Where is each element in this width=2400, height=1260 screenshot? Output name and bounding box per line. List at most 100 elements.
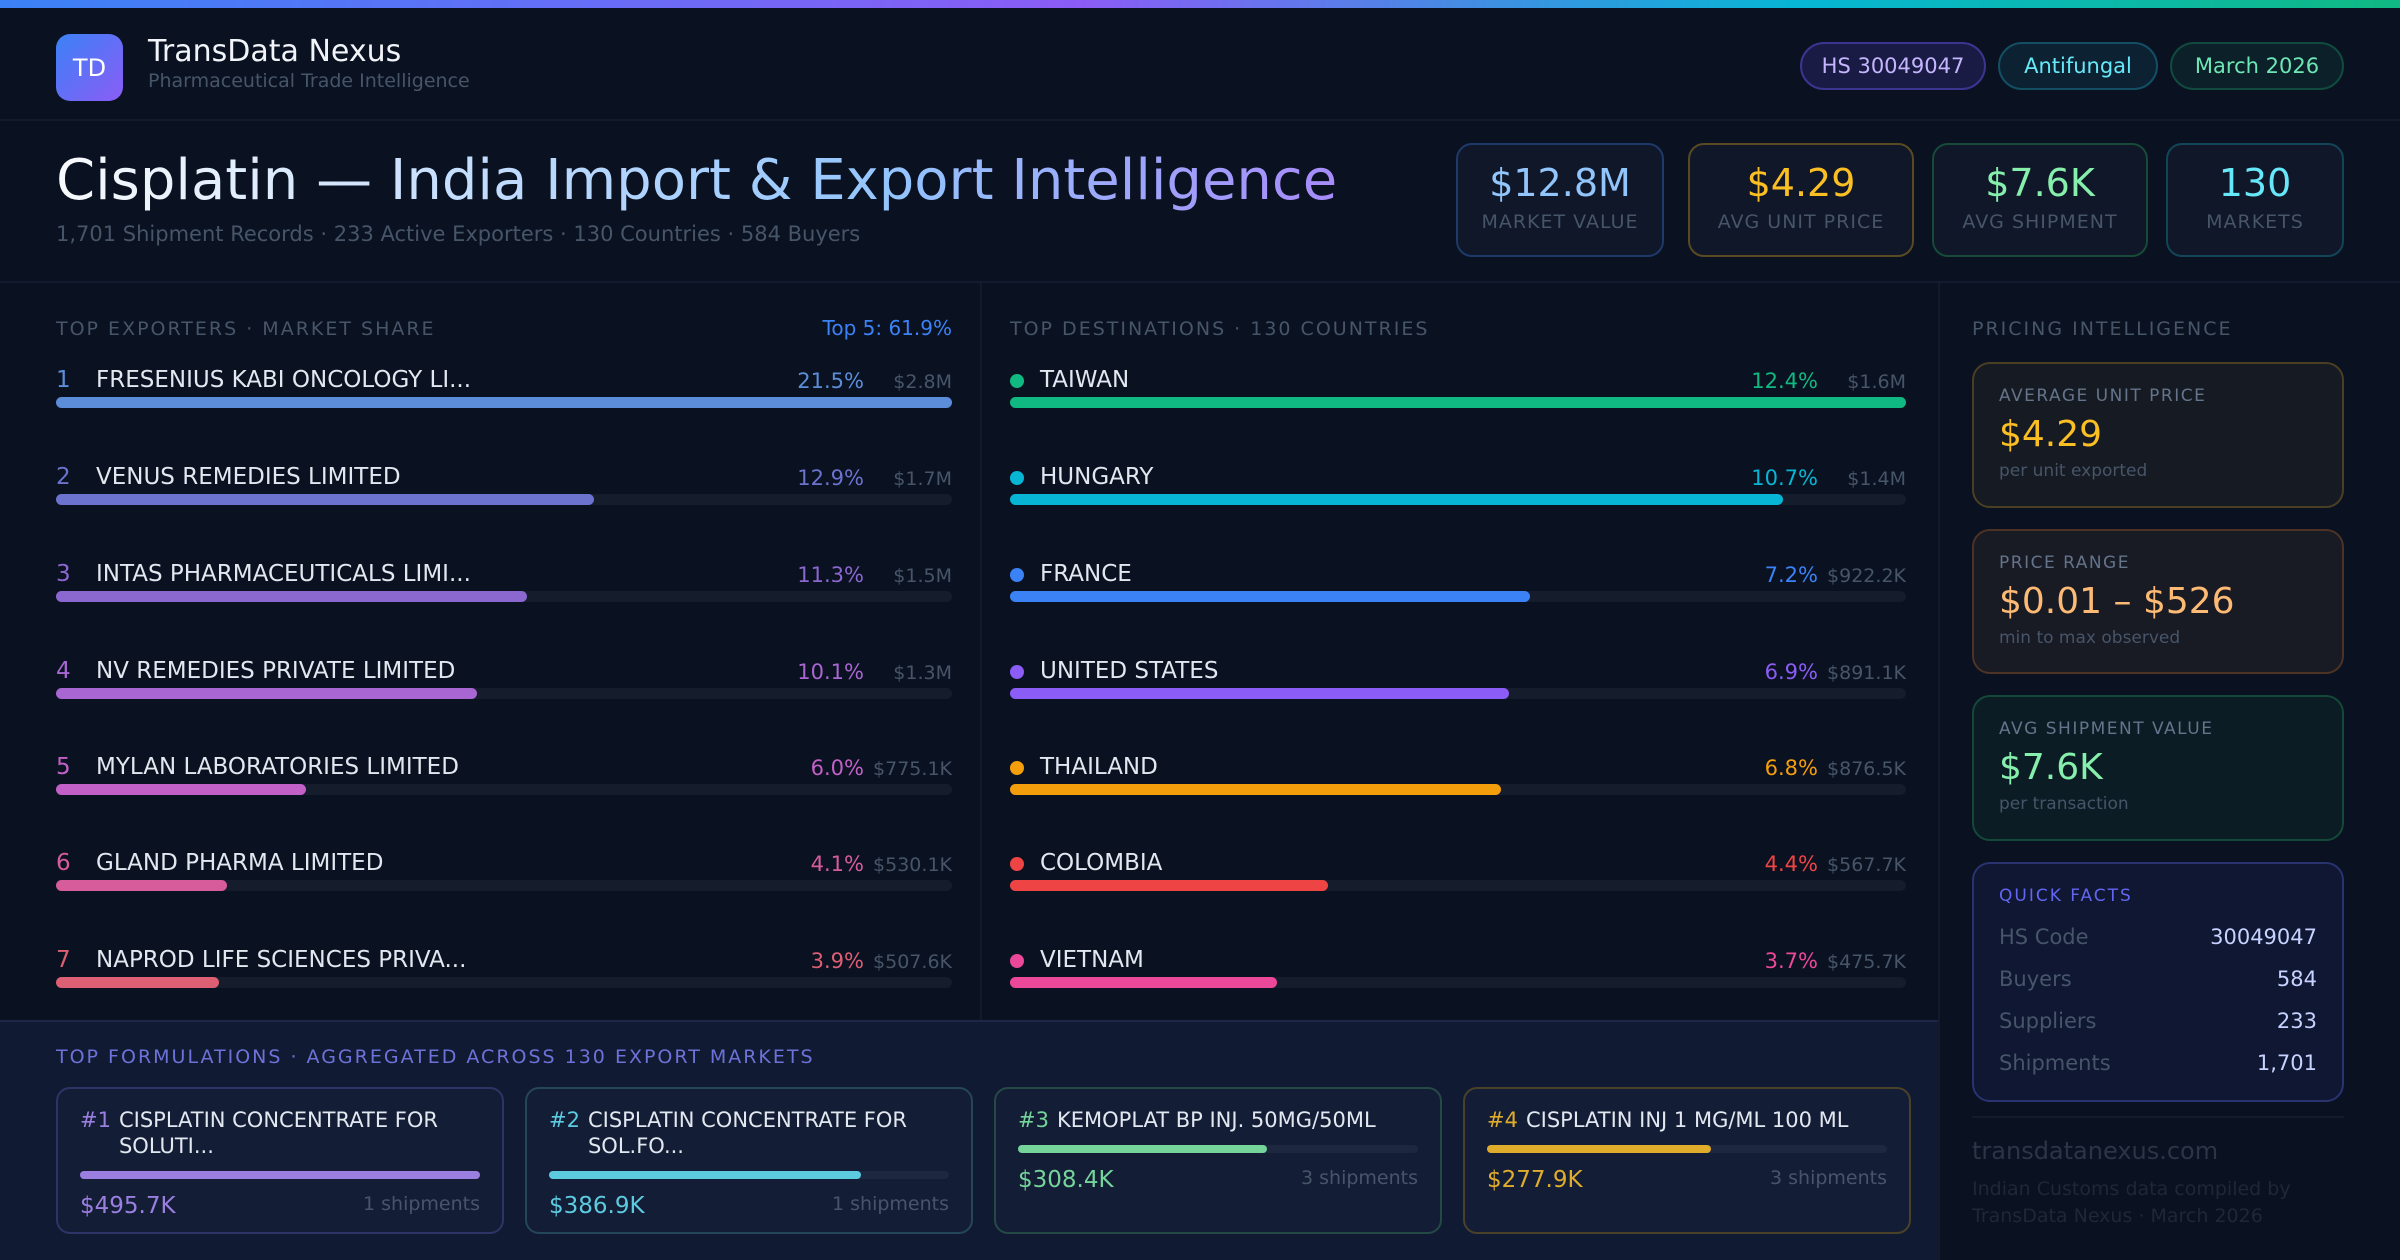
- destination-name: COLOMBIA: [1040, 850, 1163, 876]
- kpi-label: AVG SHIPMENT: [1962, 211, 2118, 233]
- country-dot-icon: [1010, 471, 1024, 485]
- fact-value: 30049047: [2210, 925, 2317, 949]
- exporter-row[interactable]: 2 VENUS REMEDIES LIMITED 12.9% $1.7M: [56, 464, 952, 524]
- exporter-share: 21.5%: [797, 369, 864, 393]
- pricing-title: PRICING INTELLIGENCE: [1972, 318, 2233, 340]
- kpi-label: MARKETS: [2206, 211, 2304, 233]
- logo: TD: [56, 34, 123, 101]
- amount-bar-fill: [1487, 1145, 1712, 1153]
- share-bar-fill: [1010, 397, 1906, 408]
- hs-code-pill[interactable]: HS 30049047: [1800, 42, 1986, 90]
- exporter-row[interactable]: 6 GLAND PHARMA LIMITED 4.1% $530.1K: [56, 850, 952, 910]
- destination-name: HUNGARY: [1040, 464, 1154, 490]
- exporters-title: TOP EXPORTERS · MARKET SHARE: [56, 318, 436, 340]
- exporter-row[interactable]: 7 NAPROD LIFE SCIENCES PRIVA... 3.9% $507.6…: [56, 947, 952, 1007]
- destination-value: $922.2K: [1827, 565, 1906, 587]
- formulation-value: $308.4K: [1018, 1167, 1114, 1193]
- destination-row[interactable]: HUNGARY 10.7% $1.4M: [1010, 464, 1906, 524]
- price-range-card: PRICE RANGE $0.01 – $526 min to max observ…: [1972, 529, 2344, 674]
- exporter-row[interactable]: 1 FRESENIUS KABI ONCOLOGY LI... 21.5% $2.8M: [56, 367, 952, 427]
- fact-label: Suppliers: [1999, 1009, 2097, 1033]
- destination-row[interactable]: UNITED STATES 6.9% $891.1K: [1010, 658, 1906, 718]
- page-subtitle: 1,701 Shipment Records · 233 Active Expo…: [56, 222, 861, 246]
- share-bar-track: [56, 784, 952, 795]
- card-value: $4.29: [1999, 414, 2103, 455]
- fact-label: Shipments: [1999, 1051, 2111, 1075]
- formulation-shipments: 3 shipments: [1770, 1167, 1887, 1189]
- period-pill[interactable]: March 2026: [2170, 42, 2344, 90]
- destination-row[interactable]: COLOMBIA 4.4% $567.7K: [1010, 850, 1906, 910]
- destination-name: TAIWAN: [1040, 367, 1130, 393]
- country-dot-icon: [1010, 857, 1024, 871]
- exporter-row[interactable]: 4 NV REMEDIES PRIVATE LIMITED 10.1% $1.3M: [56, 658, 952, 718]
- exporter-rank: 4: [56, 658, 71, 684]
- divider: [1972, 1116, 2344, 1118]
- destination-share: 3.7%: [1764, 949, 1818, 973]
- share-bar-fill: [1010, 880, 1328, 891]
- formulation-title: #1 CISPLATIN CONCENTRATE FOR SOLUTI...: [80, 1107, 480, 1159]
- destination-share: 6.8%: [1764, 756, 1818, 780]
- exporter-share: 12.9%: [797, 466, 864, 490]
- exporter-row[interactable]: 5 MYLAN LABORATORIES LIMITED 6.0% $775.1K: [56, 754, 952, 814]
- formulation-card[interactable]: #1 CISPLATIN CONCENTRATE FOR SOLUTI... $49…: [56, 1087, 504, 1234]
- destination-share: 7.2%: [1764, 563, 1818, 587]
- formulation-card[interactable]: #2 CISPLATIN CONCENTRATE FOR SOL.FO... $38…: [525, 1087, 973, 1234]
- kpi-label: AVG UNIT PRICE: [1717, 211, 1885, 233]
- share-bar-fill: [56, 688, 477, 699]
- exporter-share: 11.3%: [797, 563, 864, 587]
- destination-row[interactable]: TAIWAN 12.4% $1.6M: [1010, 367, 1906, 427]
- destination-row[interactable]: VIETNAM 3.7% $475.7K: [1010, 947, 1906, 1007]
- kpi-markets: 130 MARKETS: [2166, 143, 2344, 257]
- share-bar-track: [1010, 977, 1906, 988]
- destination-value: $475.7K: [1827, 951, 1906, 973]
- category-pill[interactable]: Antifungal: [1998, 42, 2158, 90]
- destination-name: UNITED STATES: [1040, 658, 1219, 684]
- exporter-rank: 2: [56, 464, 71, 490]
- destination-row[interactable]: FRANCE 7.2% $922.2K: [1010, 561, 1906, 621]
- share-bar-track: [1010, 591, 1906, 602]
- exporter-row[interactable]: 3 INTAS PHARMACEUTICALS LIMI... 11.3% $1.5M: [56, 561, 952, 621]
- share-bar-fill: [56, 397, 952, 408]
- website[interactable]: transdatanexus.com: [1972, 1137, 2219, 1165]
- amount-bar-fill: [549, 1171, 862, 1179]
- formulation-name: CISPLATIN INJ 1 MG/ML 100 ML: [1525, 1108, 1849, 1132]
- formulation-footer: $386.9K 1 shipments: [549, 1193, 949, 1219]
- formulation-value: $277.9K: [1487, 1167, 1583, 1193]
- exporter-rank: 6: [56, 850, 71, 876]
- exporter-value: $1.7M: [893, 468, 952, 490]
- share-bar-track: [1010, 494, 1906, 505]
- fact-label: HS Code: [1999, 925, 2089, 949]
- share-bar-fill: [1010, 591, 1531, 602]
- fact-value: 233: [2276, 1009, 2317, 1033]
- column-divider: [1938, 283, 1940, 1260]
- destination-value: $876.5K: [1827, 758, 1906, 780]
- share-bar-track: [56, 977, 952, 988]
- footer-note: Indian Customs data compiled by TransDat…: [1972, 1178, 2291, 1227]
- share-bar-fill: [1010, 688, 1509, 699]
- page-title: Cisplatin — India Import & Export Intell…: [56, 148, 1338, 213]
- exporter-value: $1.5M: [893, 565, 952, 587]
- destination-value: $891.1K: [1827, 662, 1906, 684]
- exporter-rank: 7: [56, 947, 71, 973]
- destination-name: FRANCE: [1040, 561, 1132, 587]
- formulation-rank: #1: [80, 1108, 111, 1132]
- exporter-name: GLAND PHARMA LIMITED: [96, 850, 384, 876]
- exporter-value: $2.8M: [893, 371, 952, 393]
- destination-row[interactable]: THAILAND 6.8% $876.5K: [1010, 754, 1906, 814]
- exporter-value: $775.1K: [873, 758, 952, 780]
- formulation-card[interactable]: #4 CISPLATIN INJ 1 MG/ML 100 ML $277.9K 3 s…: [1463, 1087, 1911, 1234]
- exporter-share: 4.1%: [810, 852, 864, 876]
- share-bar-fill: [1010, 494, 1784, 505]
- quick-fact-row: Buyers 584: [1999, 958, 2317, 1000]
- share-bar-track: [56, 688, 952, 699]
- exporter-rank: 5: [56, 754, 71, 780]
- kpi-avg-unit-price: $4.29 AVG UNIT PRICE: [1688, 143, 1914, 257]
- kpi-market-value: $12.8M MARKET VALUE: [1456, 143, 1664, 257]
- kpi-value: 130: [2218, 161, 2292, 205]
- formulation-footer: $495.7K 1 shipments: [80, 1193, 480, 1219]
- share-bar-track: [1010, 880, 1906, 891]
- formulation-shipments: 3 shipments: [1301, 1167, 1418, 1189]
- accent-bar: [0, 0, 2400, 8]
- quick-fact-row: HS Code 30049047: [1999, 916, 2317, 958]
- formulation-card[interactable]: #3 KEMOPLAT BP INJ. 50MG/50ML $308.4K 3 shi…: [994, 1087, 1442, 1234]
